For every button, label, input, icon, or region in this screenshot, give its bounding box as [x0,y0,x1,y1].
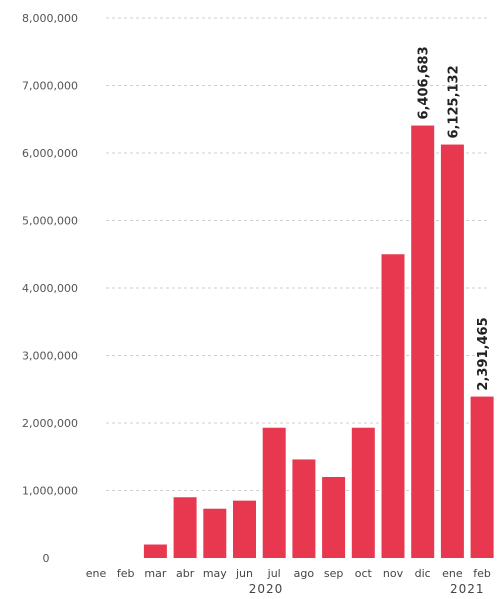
bar [203,508,227,558]
bar [262,427,286,558]
bar [233,500,256,558]
x-tick-label: ene [442,567,463,580]
x-tick-label: may [203,567,227,580]
y-tick-label: 7,000,000 [22,80,78,93]
bars [143,125,494,559]
bar [322,477,346,558]
bar [292,459,316,558]
x-tick-label: nov [383,567,404,580]
x-tick-label: ago [294,567,315,580]
y-tick-label: 3,000,000 [22,350,78,363]
y-tick-label: 6,000,000 [22,147,78,160]
bar [381,254,405,558]
data-label: 6,406,683 [417,46,432,119]
bar [351,427,375,558]
y-axis-ticks: 0 1,000,000 2,000,000 3,000,000 4,000,000 5,0… [22,12,78,565]
year-label: 2021 [450,582,485,596]
data-label: 6,125,132 [446,65,461,138]
bar [440,144,464,558]
x-axis-ticks: ene feb mar abr may jun jul ago sep oct nov dic ene f… [86,567,491,580]
x-tick-label: abr [176,567,195,580]
bar [173,497,197,558]
x-tick-label: jun [235,567,253,580]
x-tick-label: dic [415,567,431,580]
x-tick-label: jul [267,567,281,580]
x-tick-label: feb [117,567,135,580]
x-tick-label: sep [324,567,343,580]
data-labels: 6,406,683 6,125,132 2,391,465 [417,46,491,390]
bar [411,125,435,559]
bar [143,544,167,558]
y-tick-label: 5,000,000 [22,215,78,228]
x-tick-label: feb [473,567,491,580]
y-tick-label: 0 [43,552,50,565]
y-tick-label: 8,000,000 [22,12,78,25]
y-tick-label: 1,000,000 [22,485,78,498]
x-tick-label: ene [86,567,107,580]
bar [470,396,494,558]
y-tick-label: 4,000,000 [22,282,78,295]
year-labels: 2020 2021 [249,582,485,596]
data-label: 2,391,465 [476,317,491,390]
y-tick-label: 2,000,000 [22,417,78,430]
x-tick-label: oct [355,567,373,580]
year-label: 2020 [249,582,284,596]
x-tick-label: mar [144,567,166,580]
